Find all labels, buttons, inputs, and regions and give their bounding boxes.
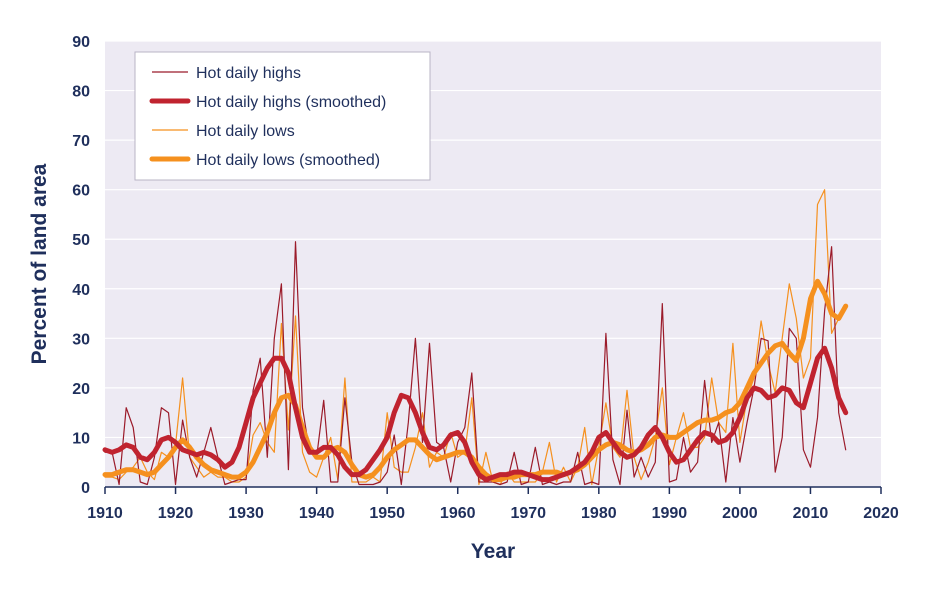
x-tick-label: 1950: [369, 505, 405, 522]
x-tick-label: 1910: [87, 505, 123, 522]
legend-label-highs: Hot daily highs: [196, 65, 301, 82]
y-tick-label: 70: [72, 133, 90, 150]
y-tick-label: 90: [72, 34, 90, 51]
x-tick-label: 1980: [581, 505, 617, 522]
y-tick-label: 60: [72, 183, 90, 200]
y-tick-label: 40: [72, 282, 90, 299]
x-tick-label: 1960: [440, 505, 476, 522]
y-tick-label: 0: [81, 480, 90, 497]
legend-label-lows: Hot daily lows: [196, 123, 295, 140]
x-tick-label: 1930: [228, 505, 264, 522]
y-axis-title: Percent of land area: [28, 163, 51, 364]
y-tick-label: 30: [72, 331, 90, 348]
y-tick-label: 50: [72, 232, 90, 249]
legend: Hot daily highs Hot daily highs (smoothe…: [135, 52, 430, 180]
y-tick-label: 80: [72, 84, 90, 101]
x-axis: 1910 1920 1930 1940 1950 1960 1970 1980 1990 2000…: [87, 487, 899, 522]
legend-label-highs-smoothed: Hot daily highs (smoothed): [196, 94, 386, 111]
y-tick-label: 20: [72, 381, 90, 398]
x-tick-label: 2000: [722, 505, 758, 522]
y-axis: 0 10 20 30 40 50 60 70 80 90: [72, 34, 90, 497]
x-axis-title: Year: [471, 540, 515, 563]
y-tick-label: 10: [72, 430, 90, 447]
x-tick-label: 2010: [793, 505, 829, 522]
x-tick-label: 1940: [299, 505, 335, 522]
legend-label-lows-smoothed: Hot daily lows (smoothed): [196, 152, 380, 169]
x-tick-label: 1990: [652, 505, 688, 522]
x-tick-label: 1970: [510, 505, 546, 522]
x-tick-label: 1920: [158, 505, 194, 522]
x-tick-label: 2020: [863, 505, 899, 522]
